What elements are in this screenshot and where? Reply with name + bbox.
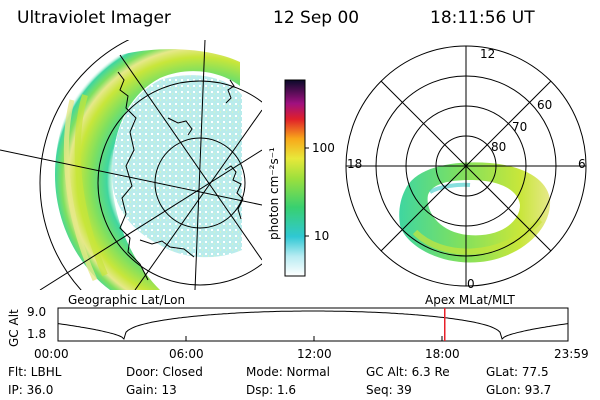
door-info: Door: Closed xyxy=(126,365,203,379)
orbit-altitude-line xyxy=(57,310,569,340)
glon-info: GLon: 93.7 xyxy=(486,383,552,397)
time-label: 18:11:56 UT xyxy=(430,8,535,28)
ip-info: IP: 36.0 xyxy=(8,383,54,397)
geographic-image xyxy=(0,40,262,290)
mlt-label-12: 12 xyxy=(480,47,496,61)
altitude-ytick-max: 9.0 xyxy=(27,305,47,319)
colorbar-tick-100: 100 xyxy=(312,141,335,155)
time-tick-2359: 23:59 xyxy=(554,347,589,361)
filter-info: Flt: LBHL xyxy=(8,365,62,379)
altitude-ylabel: GC Alt xyxy=(7,309,21,347)
mode-info: Mode: Normal xyxy=(246,365,330,379)
date-label: 12 Sep 00 xyxy=(273,8,360,28)
geo-grid xyxy=(0,40,262,290)
altitude-plot xyxy=(57,307,569,342)
color-bar xyxy=(284,79,309,277)
aurora-oval-polar xyxy=(399,162,551,263)
mlt-label-0: 0 xyxy=(467,277,475,291)
aurora-oval-geo xyxy=(55,49,240,290)
geographic-panel-label: Geographic Lat/Lon xyxy=(68,293,186,307)
instrument-title: Ultraviolet Imager xyxy=(17,8,171,28)
altitude-x-ticks xyxy=(57,336,569,341)
dsp-info: Dsp: 1.6 xyxy=(246,383,297,397)
lat-label-80: 80 xyxy=(491,140,507,154)
mlt-label-6: 6 xyxy=(578,157,586,171)
time-tick-1200: 12:00 xyxy=(297,347,332,361)
lat-label-60: 60 xyxy=(537,98,553,112)
seq-info: Seq: 39 xyxy=(366,383,412,397)
time-tick-0600: 06:00 xyxy=(169,347,204,361)
mlt-label-18: 18 xyxy=(347,157,363,171)
glat-info: GLat: 77.5 xyxy=(486,365,549,379)
altitude-ytick-min: 1.8 xyxy=(27,327,47,341)
gc-alt-info: GC Alt: 6.3 Re xyxy=(366,365,450,379)
lat-label-70: 70 xyxy=(512,120,528,134)
polar-panel-label: Apex MLat/MLT xyxy=(425,293,515,307)
time-tick-0000: 00:00 xyxy=(34,347,69,361)
gain-info: Gain: 13 xyxy=(126,383,177,397)
altitude-plot-frame xyxy=(57,307,569,342)
polar-plot xyxy=(345,45,587,287)
time-tick-1800: 18:00 xyxy=(425,347,460,361)
coastlines xyxy=(117,71,244,281)
diffuse-emission-geo xyxy=(112,75,242,258)
colorbar-tick-10: 10 xyxy=(314,229,330,243)
colorbar-unit-label: photon cm⁻²s⁻¹ xyxy=(267,147,281,240)
aurora-bright-band-geo xyxy=(63,99,98,282)
polar-grid xyxy=(345,45,587,287)
